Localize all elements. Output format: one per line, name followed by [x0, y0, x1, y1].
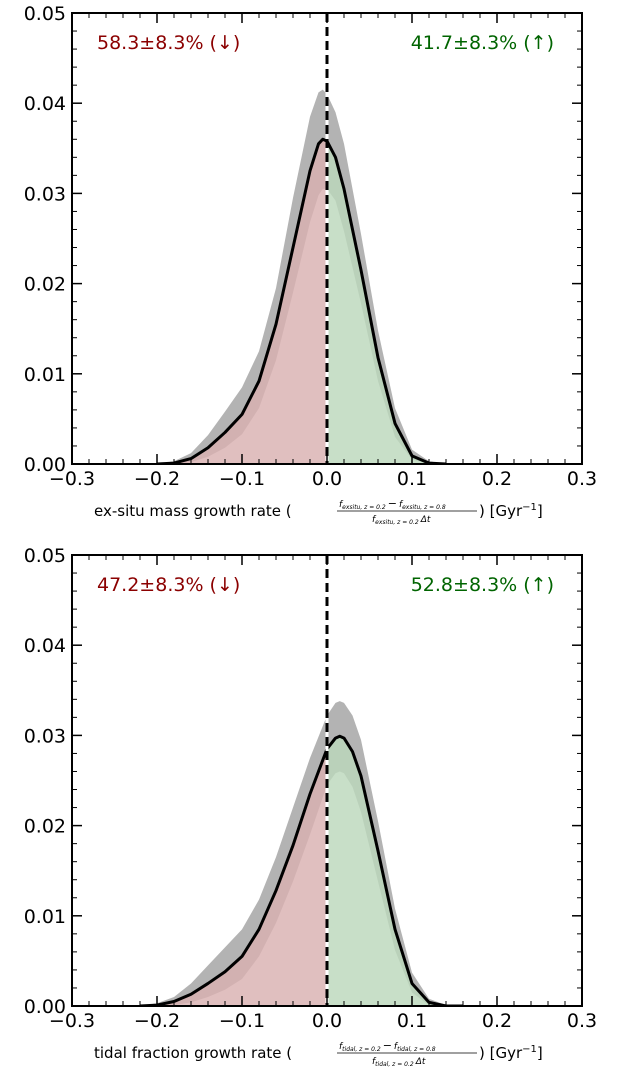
numerator-minus: − [388, 497, 397, 510]
unit-exponent: −1 [522, 502, 537, 513]
y-tick-label: 0.02 [24, 274, 66, 296]
denominator-delta-t: Δt [420, 515, 431, 525]
x-tick-label: 0.2 [482, 1010, 512, 1032]
panel-2: −0.3 −0.2 −0.1 0.0 0.1 0.2 0.3 0.00 0.01 0.02 0.03… [24, 545, 597, 1068]
y-tick-label: 0.04 [24, 93, 66, 115]
numerator-minus: − [383, 1039, 392, 1052]
x-tick-label: 0.1 [397, 1010, 427, 1032]
x-tick-label: 0.0 [312, 468, 342, 490]
x-tick-label: −0.1 [219, 468, 265, 490]
numerator-subscript: exsitu, z = 0.2 [342, 504, 386, 511]
y-tick-label: 0.03 [24, 725, 66, 747]
numerator-symbol-2: f [399, 500, 404, 510]
plot-area [156, 13, 447, 464]
decrease-fraction-label: 47.2±8.3% (↓) [97, 574, 240, 596]
y-tick-label: 0.05 [24, 545, 66, 567]
numerator-symbol-2: f [394, 1042, 399, 1052]
x-axis-label-text: tidal fraction growth rate [94, 1044, 282, 1062]
unit-close-bracket: ] [537, 1044, 543, 1062]
y-tick-label: 0.01 [24, 364, 66, 386]
y-tick-label: 0.02 [24, 816, 66, 838]
y-tick-label: 0.04 [24, 635, 66, 657]
denominator-symbol: f [372, 1057, 377, 1067]
y-tick-label: 0.00 [24, 996, 66, 1018]
denominator-subscript: tidal, z = 0.2 [375, 1061, 414, 1068]
x-axis-unit: ) [Gyr−1] [479, 502, 543, 520]
x-axis-label-paren-close: ) [479, 1044, 490, 1062]
denominator-delta-t: Δt [415, 1057, 426, 1067]
uncertainty-band [157, 89, 446, 464]
negative-fraction-area [140, 748, 327, 1006]
x-tick-label: 0.2 [482, 468, 512, 490]
formula-denominator: ftidal, z = 0.2 Δt [372, 1057, 426, 1068]
numerator-subscript-2: exsitu, z = 0.8 [402, 504, 446, 511]
unit-close-bracket: ] [537, 502, 543, 520]
x-tick-label: 0.3 [567, 468, 597, 490]
plot-area [139, 555, 463, 1006]
numerator-symbol: f [339, 500, 344, 510]
x-axis-label-text: ex-situ mass growth rate [94, 502, 281, 520]
x-tick-label: −0.3 [49, 468, 95, 490]
increase-fraction-label: 41.7±8.3% (↑) [411, 32, 554, 54]
unit-text: [Gyr [490, 502, 523, 520]
denominator-symbol: f [372, 515, 377, 525]
x-tick-label: 0.1 [397, 468, 427, 490]
unit-text: [Gyr [490, 1044, 523, 1062]
increase-fraction-label: 52.8±8.3% (↑) [411, 574, 554, 596]
y-tick-label: 0.03 [24, 183, 66, 205]
numerator-subscript: tidal, z = 0.2 [342, 1046, 381, 1053]
numerator-symbol: f [339, 1042, 344, 1052]
positive-fraction-area [327, 736, 463, 1006]
formula-denominator: fexsitu, z = 0.2 Δt [372, 515, 431, 526]
numerator-subscript-2: tidal, z = 0.8 [397, 1046, 436, 1053]
panel-1: −0.3 −0.2 −0.1 0.0 0.1 0.2 0.3 0.00 0.01 0.02 0.03… [24, 3, 597, 526]
x-tick-label: 0.3 [567, 1010, 597, 1032]
denominator-subscript: exsitu, z = 0.2 [375, 519, 419, 526]
x-axis-label-paren-open: ( [282, 1044, 293, 1062]
formula-numerator: ftidal, z = 0.2− ftidal, z = 0.8 [339, 1039, 436, 1053]
x-axis-label-paren-open: ( [281, 502, 292, 520]
y-tick-label: 0.00 [24, 454, 66, 476]
formula-numerator: fexsitu, z = 0.2− fexsitu, z = 0.8 [339, 497, 446, 511]
x-axis-label: tidal fraction growth rate ( [94, 1044, 292, 1062]
x-axis-unit: ) [Gyr−1] [479, 1044, 543, 1062]
x-tick-label: −0.2 [134, 1010, 180, 1032]
negative-fraction-area [157, 139, 327, 464]
decrease-fraction-label: 58.3±8.3% (↓) [97, 32, 240, 54]
x-axis-label-paren-close: ) [479, 502, 490, 520]
positive-fraction-area [327, 141, 446, 464]
x-axis-label: ex-situ mass growth rate ( [94, 502, 292, 520]
x-tick-label: −0.2 [134, 468, 180, 490]
x-tick-label: −0.3 [49, 1010, 95, 1032]
unit-exponent: −1 [522, 1044, 537, 1055]
x-tick-label: 0.0 [312, 1010, 342, 1032]
y-tick-label: 0.05 [24, 3, 66, 25]
median-curve [156, 137, 447, 464]
y-tick-label: 0.01 [24, 906, 66, 928]
x-tick-label: −0.1 [219, 1010, 265, 1032]
